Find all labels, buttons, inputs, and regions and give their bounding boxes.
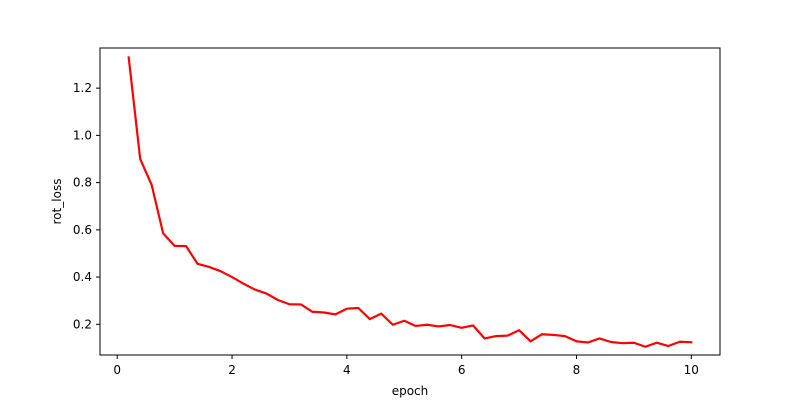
x-axis-ticks: 0 2 4 6 8 10 [113, 355, 699, 377]
y-tick-label: 0.8 [73, 176, 92, 190]
plot-area [100, 48, 720, 355]
x-tick-label: 10 [684, 363, 699, 377]
x-tick-label: 6 [458, 363, 466, 377]
series-layer [127, 56, 693, 348]
x-axis-label: epoch [392, 384, 429, 398]
y-axis-label: rot_loss [50, 179, 64, 225]
x-tick-label: 4 [343, 363, 351, 377]
x-tick-label: 0 [113, 363, 121, 377]
y-tick-label: 0.4 [73, 270, 92, 284]
x-tick-label: 8 [573, 363, 581, 377]
y-tick-label: 0.6 [73, 223, 92, 237]
y-tick-label: 1.0 [73, 128, 92, 142]
plot-frame [99, 47, 721, 356]
y-axis-ticks: 0.2 0.4 0.6 0.8 1.0 1.2 [73, 81, 100, 331]
y-tick-label: 0.2 [73, 317, 92, 331]
y-tick-label: 1.2 [73, 81, 92, 95]
x-tick-label: 2 [228, 363, 236, 377]
series-line-rot_loss [127, 56, 693, 348]
